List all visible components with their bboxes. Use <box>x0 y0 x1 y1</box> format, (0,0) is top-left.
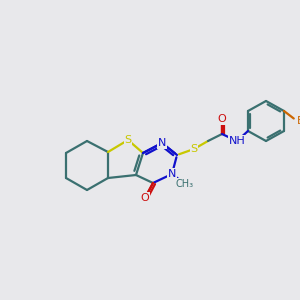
Text: N: N <box>158 138 166 148</box>
Text: O: O <box>218 114 226 124</box>
Text: Br: Br <box>297 116 300 126</box>
Text: S: S <box>190 144 198 154</box>
Text: O: O <box>141 193 149 203</box>
Text: NH: NH <box>229 136 245 146</box>
Text: N: N <box>168 169 176 179</box>
Text: CH₃: CH₃ <box>176 179 194 189</box>
Text: S: S <box>124 135 132 145</box>
